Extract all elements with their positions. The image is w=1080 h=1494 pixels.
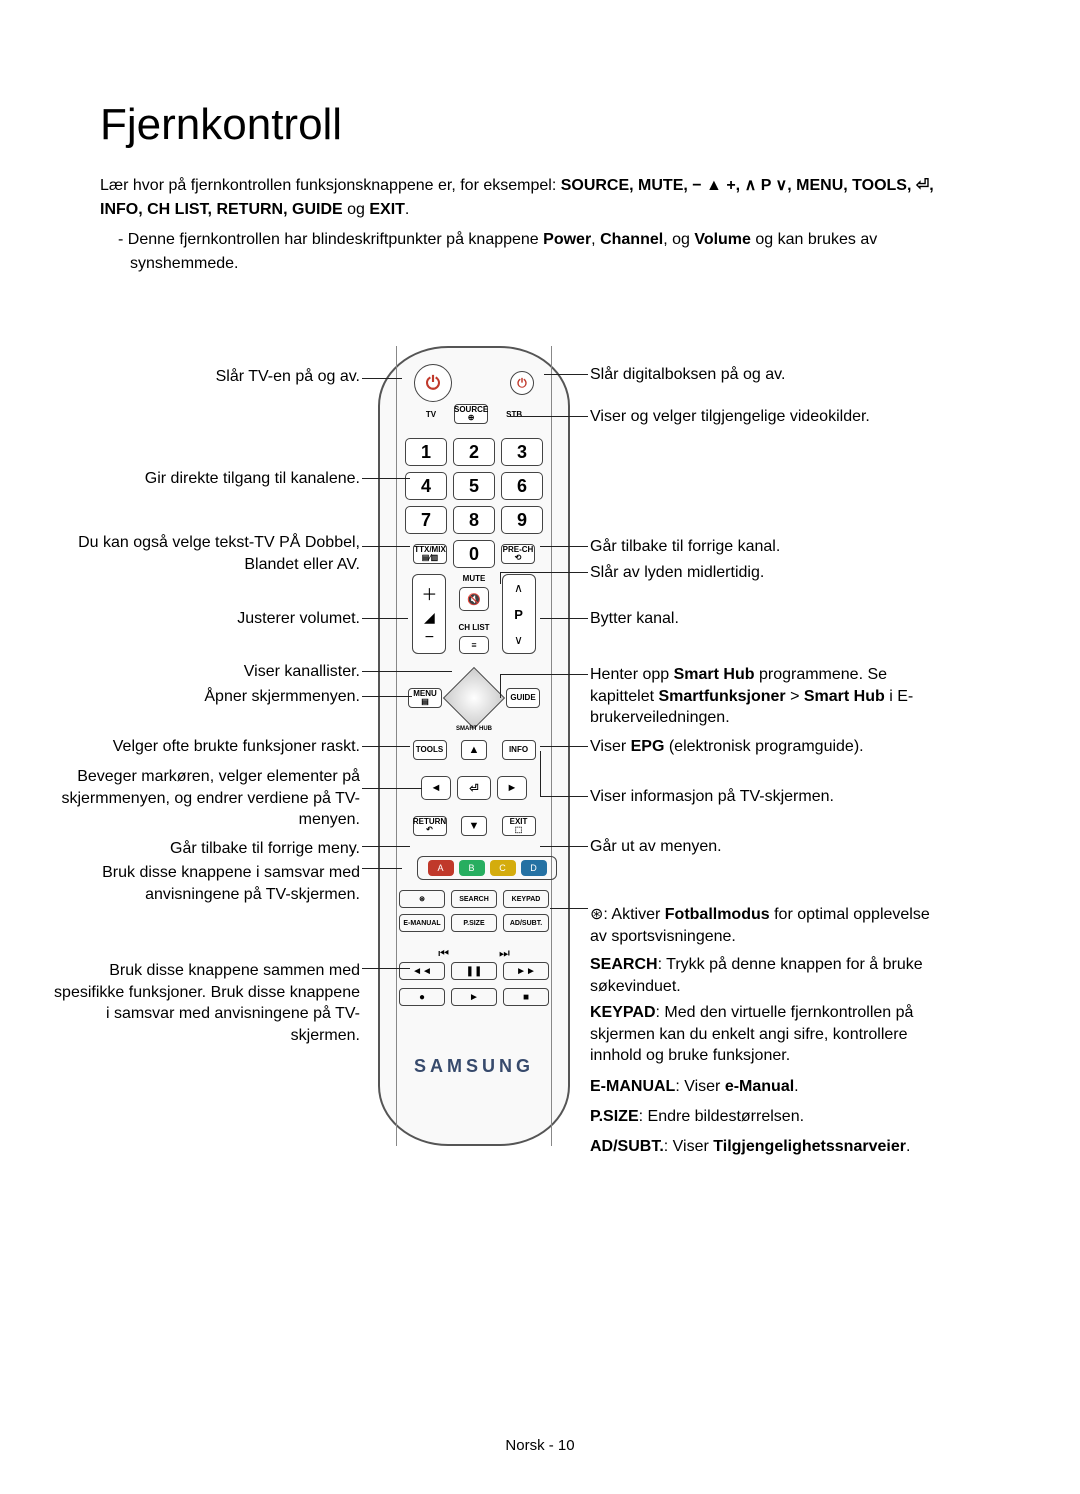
callout-r9: Går ut av menyen. (590, 836, 920, 858)
pause-button: ❚❚ (451, 962, 497, 980)
exit-button: EXIT⬚ (502, 816, 536, 836)
callout-r7: Viser EPG (elektronisk programguide). (590, 736, 920, 758)
callout-r2: Viser og velger tilgjengelige videokilde… (590, 406, 920, 428)
callout-l2: Gir direkte tilgang til kanalene. (70, 468, 360, 490)
num-6: 6 (501, 472, 543, 500)
play-button: ► (451, 988, 497, 1006)
callout-l1: Slår TV-en på og av. (70, 366, 360, 388)
callout-l4: Justerer volumet. (70, 608, 360, 630)
color-a: A (428, 860, 454, 876)
callout-r11: SEARCH: Trykk på denne knappen for å bru… (590, 954, 940, 997)
dpad-left: ◄ (421, 776, 451, 800)
intro-text: Lær hvor på fjernkontrollen funksjonskna… (100, 174, 980, 222)
prech-button: PRE-CH⟲ (501, 544, 535, 564)
dpad-ok: ⏎ (457, 776, 491, 800)
callout-r14: P.SIZE: Endre bildestørrelsen. (590, 1106, 940, 1128)
callout-r1: Slår digitalboksen på og av. (590, 364, 920, 386)
source-button: SOURCE⊕ (454, 404, 488, 424)
mute-label: MUTE (463, 574, 486, 583)
callout-l6: Åpner skjermmenyen. (70, 686, 360, 708)
channel-rocker: ∧ P ∨ (502, 574, 536, 654)
callout-r15: AD/SUBT.: Viser Tilgjengelighetssnarveie… (590, 1136, 950, 1158)
callout-l9: Går tilbake til forrige meny. (70, 838, 360, 860)
ttx-button: TTX/MIX▤⁄▥ (413, 544, 447, 564)
chlist-button: ≡ (459, 636, 489, 654)
callout-r13: E-MANUAL: Viser e-Manual. (590, 1076, 940, 1098)
num-3: 3 (501, 438, 543, 466)
callout-r12: KEYPAD: Med den virtuelle fjernkontrolle… (590, 1002, 950, 1067)
power-stb-button: ⏻ (510, 371, 534, 395)
search-button: SEARCH (451, 890, 497, 908)
smarthub-button (443, 667, 505, 729)
callout-r4: Slår av lyden midlertidig. (590, 562, 920, 584)
remote-diagram: ⏻ ⏻ TV SOURCE⊕ STB 1 2 3 4 5 6 7 (100, 346, 980, 1246)
callout-r6: Henter opp Smart Hub programmene. Se kap… (590, 664, 930, 729)
keypad-button: KEYPAD (503, 890, 549, 908)
brand-logo: SAMSUNG (378, 1056, 570, 1077)
emanual-button: E-MANUAL (399, 914, 445, 932)
num-7: 7 (405, 506, 447, 534)
guide-button: GUIDE (506, 688, 540, 708)
mute-button: 🔇 (459, 587, 489, 611)
callout-l5: Viser kanallister. (70, 661, 360, 683)
record-button: ● (399, 988, 445, 1006)
dpad-up: ▲ (461, 740, 487, 760)
menu-button: MENU▤ (408, 688, 442, 708)
callout-r3: Går tilbake til forrige kanal. (590, 536, 920, 558)
dpad-right: ► (497, 776, 527, 800)
ffwd-button: ►► (503, 962, 549, 980)
power-tv-button: ⏻ (414, 364, 452, 402)
callout-r10: ⊛: Aktiver Fotballmodus for optimal oppl… (590, 904, 940, 947)
callout-l10: Bruk disse knappene i samsvar med anvisn… (60, 862, 360, 905)
page-title: Fjernkontroll (100, 100, 980, 150)
num-8: 8 (453, 506, 495, 534)
tv-label: TV (426, 410, 436, 419)
callout-r5: Bytter kanal. (590, 608, 920, 630)
skip-next-icon: ⏭ (499, 946, 510, 961)
callout-r8: Viser informasjon på TV-skjermen. (590, 786, 920, 808)
smarthub-label: SMART HUB (456, 726, 492, 732)
num-0: 0 (453, 540, 495, 568)
color-d: D (521, 860, 547, 876)
psize-button: P.SIZE (451, 914, 497, 932)
callout-l7: Velger ofte brukte funksjoner raskt. (60, 736, 360, 758)
intro-subtext: - Denne fjernkontrollen har blindeskrift… (118, 228, 980, 276)
num-1: 1 (405, 438, 447, 466)
football-button: ⊛ (399, 890, 445, 908)
adsubt-button: AD/SUBT. (503, 914, 549, 932)
rewind-button: ◄◄ (399, 962, 445, 980)
color-c: C (490, 860, 516, 876)
stb-label: STB (506, 410, 522, 419)
callout-l8: Beveger markøren, velger elementer på sk… (50, 766, 360, 831)
skip-prev-icon: ⏮ (438, 946, 449, 961)
num-4: 4 (405, 472, 447, 500)
num-9: 9 (501, 506, 543, 534)
stop-button: ■ (503, 988, 549, 1006)
return-button: RETURN↶ (413, 816, 447, 836)
page-footer: Norsk - 10 (0, 1437, 1080, 1454)
callout-l3: Du kan også velge tekst-TV PÅ Dobbel, Bl… (60, 532, 360, 575)
chlist-label: CH LIST (458, 623, 489, 632)
color-b: B (459, 860, 485, 876)
num-2: 2 (453, 438, 495, 466)
callout-l11: Bruk disse knappene sammen med spesifikk… (50, 960, 360, 1046)
num-5: 5 (453, 472, 495, 500)
volume-rocker: ＋ ◢ − (412, 574, 446, 654)
